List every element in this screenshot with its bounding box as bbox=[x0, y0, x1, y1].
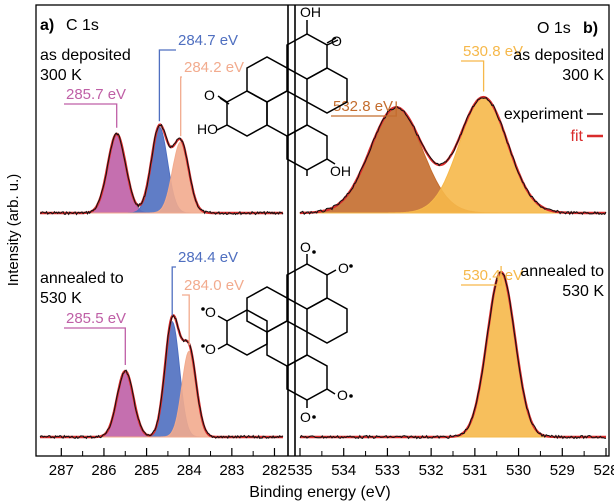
x-tick-label-b-1: 534 bbox=[331, 462, 356, 479]
peak-label-a-1-0: 285.5 eV bbox=[66, 310, 126, 327]
panel-a-top-condition-line1: as deposited bbox=[40, 47, 131, 64]
spectra-layer bbox=[39, 95, 607, 440]
experiment-line-b-2 bbox=[299, 97, 607, 216]
panel-b-tag: b) bbox=[583, 20, 598, 37]
peak-label-a-0-0: 285.7 eV bbox=[66, 86, 126, 103]
x-tick-label-b-7: 528 bbox=[593, 462, 614, 479]
peak-marker-line-a-0-0 bbox=[64, 103, 118, 128]
peak-marker-line-a-0-2 bbox=[180, 76, 182, 137]
peak-label-b-3-0: 530.4 eV bbox=[463, 267, 523, 284]
radical-dots bbox=[201, 250, 353, 419]
panel-b-element: O 1s bbox=[537, 20, 571, 37]
experiment-line-a-0 bbox=[39, 123, 284, 216]
panel-a-element: C 1s bbox=[66, 17, 99, 34]
molecule-top-label-ho: HO bbox=[197, 121, 218, 137]
panel-a-bottom-condition-line1: annealed to bbox=[40, 270, 124, 287]
molecule-bottom-label-o5: O bbox=[300, 409, 311, 425]
panel-a-top-condition-line2: 300 K bbox=[40, 67, 82, 84]
peak-area-a-1-1 bbox=[40, 321, 283, 438]
x-tick-label-a-3: 284 bbox=[177, 462, 202, 479]
molecule-annealed bbox=[217, 254, 348, 408]
peak-marker-line-b-3-0 bbox=[461, 266, 502, 286]
peak-markers-layer: 285.7 eV 284.7 eV 284.2 eV 285.5 eV 284.4 eV… bbox=[64, 32, 523, 365]
peak-area-a-0-1 bbox=[40, 126, 283, 214]
panel-a-tag: a) bbox=[40, 17, 54, 34]
x-axis-label: Binding energy (eV) bbox=[249, 484, 390, 501]
peak-marker-line-b-2-0 bbox=[331, 101, 397, 117]
peak-label-b-2-1: 530.8 eV bbox=[463, 43, 523, 60]
peak-marker-line-a-0-1 bbox=[158, 49, 176, 122]
x-tick-label-a-1: 286 bbox=[91, 462, 116, 479]
fit-line-b-3 bbox=[300, 270, 606, 439]
molecule-bottom-label-o4: O bbox=[205, 341, 216, 357]
panel-b-top-condition-line2: 300 K bbox=[562, 67, 604, 84]
experiment-line-a-1 bbox=[39, 314, 284, 440]
x-tick-label-a-4: 283 bbox=[219, 462, 244, 479]
molecule-top-label-o2: O bbox=[204, 87, 215, 103]
peak-marker-line-a-1-2 bbox=[182, 294, 190, 346]
x-tick-label-b-2: 533 bbox=[375, 462, 400, 479]
experiment-line-b-3 bbox=[299, 271, 607, 440]
x-tick-label-b-6: 529 bbox=[550, 462, 575, 479]
x-tick-label-a-2: 285 bbox=[134, 462, 159, 479]
x-tick-label-b-3: 532 bbox=[419, 462, 444, 479]
molecule-bottom-label-o6: O bbox=[337, 387, 348, 403]
molecule-as-deposited bbox=[216, 20, 348, 176]
molecule-top-label-o1: O bbox=[331, 33, 342, 49]
x-tick-label-a-0: 287 bbox=[49, 462, 74, 479]
legend-fit-label: fit bbox=[571, 128, 584, 145]
x-tick-label-b-4: 531 bbox=[462, 462, 487, 479]
peak-marker-line-a-1-1 bbox=[171, 266, 176, 316]
y-axis-label: Intensity (arb. u.) bbox=[5, 174, 22, 287]
panel-b-top-condition-line1: as deposited bbox=[513, 47, 604, 64]
peak-label-b-2-0: 532.8 eV bbox=[333, 98, 393, 115]
peak-label-a-1-1: 284.4 eV bbox=[178, 249, 238, 266]
legend-experiment-label: experiment bbox=[504, 106, 584, 123]
molecule-bottom-label-o1: O bbox=[300, 239, 311, 255]
x-tick-label-b-0: 535 bbox=[287, 462, 312, 479]
panel-a-bottom-condition-line2: 530 K bbox=[40, 290, 82, 307]
x-tick-label-b-5: 530 bbox=[506, 462, 531, 479]
molecule-top-label-oh2: OH bbox=[330, 163, 351, 179]
molecule-bottom-label-o2: O bbox=[338, 260, 349, 276]
peak-marker-line-a-1-0 bbox=[64, 327, 126, 365]
peak-marker-line-b-2-1 bbox=[461, 60, 485, 92]
x-ticks-layer: 287 286 285 284 283 282 535 534 533 532 531 530 529 5… bbox=[49, 448, 614, 479]
molecule-top-label-oh1: OH bbox=[300, 4, 321, 20]
x-tick-label-a-5: 282 bbox=[262, 462, 287, 479]
peak-label-a-0-2: 284.2 eV bbox=[184, 59, 244, 76]
panel-b-bottom-condition-line1: annealed to bbox=[520, 263, 604, 280]
plot-frame bbox=[35, 4, 610, 457]
peak-area-b-3-0 bbox=[300, 271, 606, 438]
panel-b-bottom-condition-line2: 530 K bbox=[562, 283, 604, 300]
peak-label-a-1-2: 284.0 eV bbox=[184, 277, 244, 294]
peak-label-a-0-1: 284.7 eV bbox=[178, 32, 238, 49]
molecule-bottom-label-o3: O bbox=[205, 304, 216, 320]
